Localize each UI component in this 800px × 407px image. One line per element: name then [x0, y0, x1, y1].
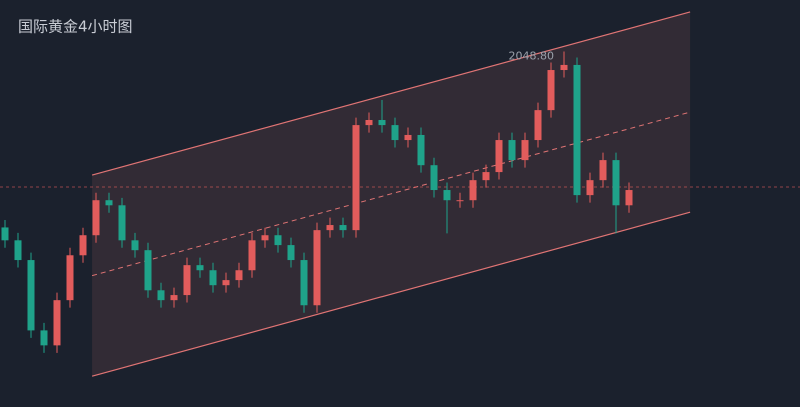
candle-body	[79, 235, 87, 256]
candle-body	[339, 225, 347, 231]
candle-body	[261, 235, 269, 241]
channel-lower	[91, 211, 691, 377]
candle-body	[313, 230, 321, 306]
candle-body	[40, 330, 48, 346]
candle-body	[196, 265, 204, 271]
candle-body	[378, 120, 386, 126]
candle-body	[456, 200, 464, 202]
candle-body	[287, 245, 295, 261]
candle-body	[170, 295, 178, 301]
candle-body	[27, 260, 35, 331]
candle-body	[66, 255, 74, 301]
candle-body	[222, 280, 230, 286]
candle-body	[586, 180, 594, 196]
candle-body	[508, 140, 516, 161]
candle-body	[157, 290, 165, 301]
channel-mid	[91, 111, 691, 277]
candle-body	[131, 240, 139, 251]
candle-body	[144, 250, 152, 291]
channel-upper	[91, 11, 691, 176]
candle-body	[573, 64, 581, 196]
candle-body	[443, 190, 451, 201]
candle-body	[404, 134, 412, 141]
candle-body	[53, 300, 61, 346]
candle-body	[300, 260, 308, 306]
candle-body	[417, 134, 425, 166]
high-label: 2048.80	[509, 49, 555, 62]
candle-body	[391, 125, 399, 141]
candle-body	[209, 270, 217, 286]
candle-body	[482, 172, 490, 181]
candle-body	[274, 235, 282, 246]
candle-body	[183, 265, 191, 296]
candle-body	[1, 227, 9, 241]
candle-body	[495, 140, 503, 173]
candle-body	[534, 110, 542, 141]
candle-body	[547, 70, 555, 111]
candle-body	[521, 140, 529, 161]
candle-body	[469, 180, 477, 201]
candle-body	[118, 205, 126, 241]
candle-body	[326, 225, 334, 231]
candle-body	[365, 120, 373, 126]
candle-body	[352, 125, 360, 231]
chart-title: 国际黄金4小时图	[18, 18, 133, 36]
candle-body	[14, 240, 22, 261]
candle-body	[625, 190, 633, 206]
candle-body	[560, 64, 568, 71]
candle-body	[235, 270, 243, 281]
candle-body	[430, 165, 438, 191]
candle-body	[92, 200, 100, 236]
candle-body	[599, 160, 607, 181]
candle-body	[612, 160, 620, 206]
candle-body	[105, 200, 113, 206]
candle-body	[248, 240, 256, 271]
